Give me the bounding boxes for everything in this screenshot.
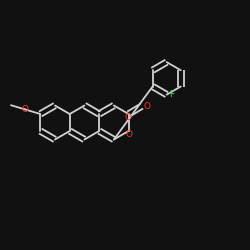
Text: O: O [126, 130, 132, 139]
Text: O: O [143, 102, 150, 111]
Text: O: O [124, 113, 131, 122]
Text: O: O [21, 105, 28, 114]
Text: F: F [169, 90, 174, 99]
